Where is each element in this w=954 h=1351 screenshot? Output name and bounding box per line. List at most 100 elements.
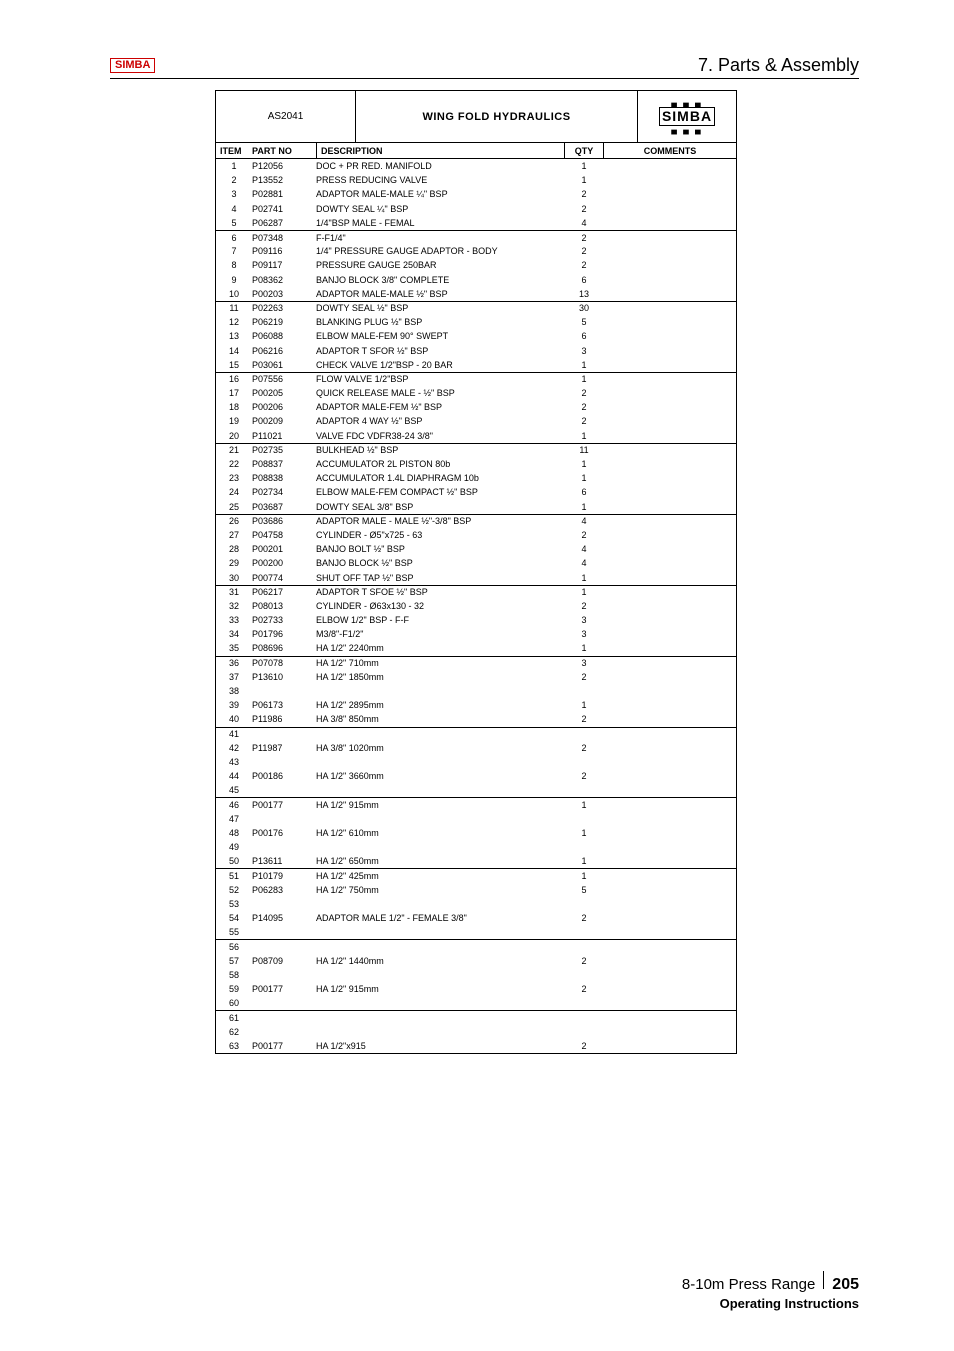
cell-qty: 1 <box>564 473 604 483</box>
cell-desc: DOWTY SEAL ½" BSP <box>316 303 564 313</box>
table-row: 52P06283HA 1/2" 750mm5 <box>216 883 736 897</box>
cell-item: 52 <box>216 885 252 895</box>
table-row: 12P06219BLANKING PLUG ½" BSP5 <box>216 315 736 329</box>
col-header-qty: QTY <box>564 143 604 158</box>
cell-desc: HA 1/2" 3660mm <box>316 771 564 781</box>
cell-part: P08013 <box>252 601 316 611</box>
cell-qty: 1 <box>564 459 604 469</box>
cell-item: 55 <box>216 927 252 937</box>
cell-part: P09116 <box>252 246 316 256</box>
cell-desc: ACCUMULATOR 1.4L DIAPHRAGM 10b <box>316 473 564 483</box>
table-row: 4P02741DOWTY SEAL ¼" BSP2 <box>216 202 736 216</box>
table-row: 51P10179HA 1/2" 425mm1 <box>216 868 736 882</box>
cell-item: 42 <box>216 743 252 753</box>
cell-desc: HA 1/2" 1440mm <box>316 956 564 966</box>
cell-desc: BANJO BLOCK 3/8" COMPLETE <box>316 275 564 285</box>
cell-item: 41 <box>216 729 252 739</box>
cell-part: P14095 <box>252 913 316 923</box>
table-row: 59P00177HA 1/2" 915mm2 <box>216 982 736 996</box>
cell-part: P03061 <box>252 360 316 370</box>
table-row: 34P01796M3/8"-F1/2"3 <box>216 627 736 641</box>
cell-part: P13611 <box>252 856 316 866</box>
table-row: 15P03061CHECK VALVE 1/2"BSP - 20 BAR1 <box>216 358 736 372</box>
logo-bars-top: ▄ ▄ ▄ <box>671 99 702 107</box>
cell-item: 28 <box>216 544 252 554</box>
cell-part: P00203 <box>252 289 316 299</box>
cell-desc: ADAPTOR MALE - MALE ½"-3/8" BSP <box>316 516 564 526</box>
cell-item: 51 <box>216 871 252 881</box>
cell-desc: ADAPTOR MALE-FEM ½" BSP <box>316 402 564 412</box>
cell-item: 24 <box>216 487 252 497</box>
cell-desc: PRESS REDUCING VALVE <box>316 175 564 185</box>
table-row: 43 <box>216 755 736 769</box>
cell-part: P06216 <box>252 346 316 356</box>
table-row: 31P06217ADAPTOR T SFOE ½" BSP1 <box>216 585 736 599</box>
cell-part: P02741 <box>252 204 316 214</box>
table-row: 36P07078HA 1/2" 710mm3 <box>216 656 736 670</box>
cell-qty: 2 <box>564 204 604 214</box>
cell-qty: 11 <box>564 445 604 455</box>
cell-item: 60 <box>216 998 252 1008</box>
cell-item: 27 <box>216 530 252 540</box>
cell-item: 20 <box>216 431 252 441</box>
table-row: 16P07556FLOW VALVE 1/2"BSP1 <box>216 372 736 386</box>
cell-item: 35 <box>216 643 252 653</box>
cell-part: P10179 <box>252 871 316 881</box>
cell-qty: 2 <box>564 771 604 781</box>
table-row: 13P06088ELBOW MALE-FEM 90° SWEPT6 <box>216 329 736 343</box>
cell-part: P02735 <box>252 445 316 455</box>
cell-desc: HA 1/2" 1850mm <box>316 672 564 682</box>
table-row: 57P08709HA 1/2" 1440mm2 <box>216 954 736 968</box>
cell-desc: HA 1/2" 610mm <box>316 828 564 838</box>
table-row: 50P13611HA 1/2" 650mm1 <box>216 854 736 868</box>
table-row: 7P091161/4" PRESSURE GAUGE ADAPTOR - BOD… <box>216 244 736 258</box>
table-row: 54P14095ADAPTOR MALE 1/2" - FEMALE 3/8"2 <box>216 911 736 925</box>
table-row: 10P00203ADAPTOR MALE-MALE ½" BSP13 <box>216 287 736 301</box>
table-row: 14P06216ADAPTOR T SFOR ½" BSP3 <box>216 343 736 357</box>
cell-desc: BULKHEAD ½" BSP <box>316 445 564 455</box>
cell-item: 6 <box>216 233 252 243</box>
cell-desc: BANJO BOLT ½" BSP <box>316 544 564 554</box>
cell-part: P00186 <box>252 771 316 781</box>
cell-part: P07078 <box>252 658 316 668</box>
cell-item: 56 <box>216 942 252 952</box>
cell-desc: ADAPTOR T SFOE ½" BSP <box>316 587 564 597</box>
cell-desc: HA 3/8" 850mm <box>316 714 564 724</box>
cell-item: 29 <box>216 558 252 568</box>
cell-qty: 3 <box>564 615 604 625</box>
cell-part: P00200 <box>252 558 316 568</box>
cell-part: P08362 <box>252 275 316 285</box>
table-row: 41 <box>216 727 736 741</box>
cell-item: 49 <box>216 842 252 852</box>
table-row: 35P08696HA 1/2" 2240mm1 <box>216 641 736 655</box>
cell-qty: 5 <box>564 885 604 895</box>
table-row: 49 <box>216 840 736 854</box>
table-row: 63P00177HA 1/2"x9152 <box>216 1039 736 1053</box>
cell-part: P06088 <box>252 331 316 341</box>
cell-part: P00177 <box>252 984 316 994</box>
cell-item: 16 <box>216 374 252 384</box>
cell-desc: ADAPTOR MALE-MALE ¼" BSP <box>316 189 564 199</box>
cell-desc: ADAPTOR MALE-MALE ½" BSP <box>316 289 564 299</box>
cell-part: P11986 <box>252 714 316 724</box>
cell-qty: 1 <box>564 800 604 810</box>
table-row: 44P00186HA 1/2" 3660mm2 <box>216 769 736 783</box>
cell-item: 53 <box>216 899 252 909</box>
footer-divider <box>823 1271 824 1289</box>
cell-item: 62 <box>216 1027 252 1037</box>
cell-item: 59 <box>216 984 252 994</box>
cell-qty: 5 <box>564 317 604 327</box>
table-row: 18P00206ADAPTOR MALE-FEM ½" BSP2 <box>216 400 736 414</box>
cell-qty: 1 <box>564 700 604 710</box>
cell-qty: 1 <box>564 502 604 512</box>
table-row: 25P03687DOWTY SEAL 3/8" BSP1 <box>216 500 736 514</box>
cell-item: 32 <box>216 601 252 611</box>
table-row: 29P00200BANJO BLOCK ½" BSP4 <box>216 556 736 570</box>
cell-item: 54 <box>216 913 252 923</box>
cell-desc: HA 1/2" 2895mm <box>316 700 564 710</box>
cell-part: P13552 <box>252 175 316 185</box>
cell-qty: 2 <box>564 416 604 426</box>
cell-part: P02881 <box>252 189 316 199</box>
cell-item: 14 <box>216 346 252 356</box>
cell-part: P00201 <box>252 544 316 554</box>
